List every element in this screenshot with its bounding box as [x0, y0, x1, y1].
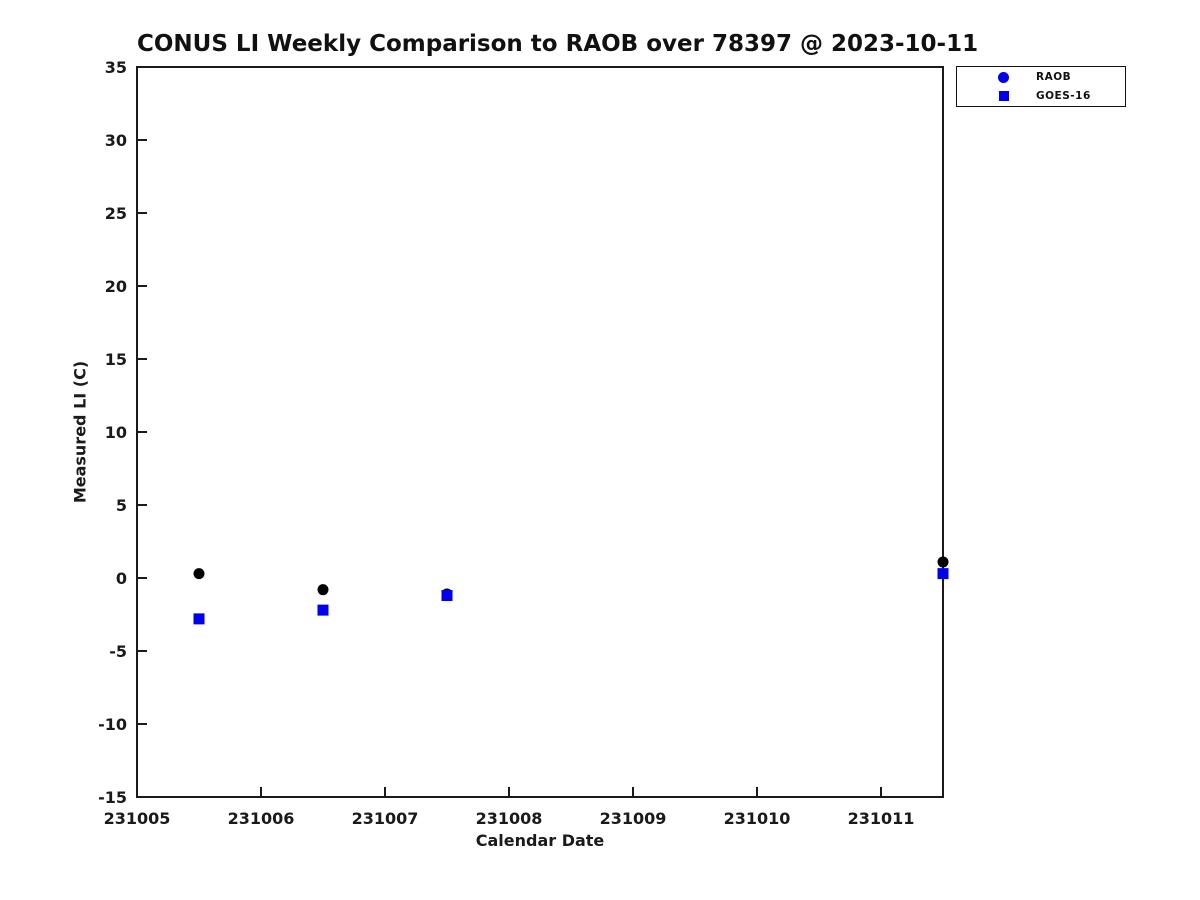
- x-tick-label: 231009: [600, 809, 667, 828]
- y-tick-label: 35: [105, 58, 127, 77]
- data-point-goes16: [937, 568, 949, 580]
- data-point-goes16: [317, 604, 329, 616]
- y-tick-label: 30: [105, 131, 127, 150]
- y-tick-label: 20: [105, 277, 127, 296]
- y-tick-label: 15: [105, 350, 127, 369]
- data-point-goes16: [441, 590, 453, 602]
- x-axis-label: Calendar Date: [475, 831, 605, 850]
- legend-item-raob: RAOB: [957, 69, 1125, 86]
- axes-box: [136, 66, 944, 798]
- data-point-raob: [317, 584, 329, 596]
- y-tick-label: 10: [105, 423, 127, 442]
- x-tick-label: 231007: [352, 809, 419, 828]
- y-tick-label: 5: [116, 496, 127, 515]
- y-tick-label: 25: [105, 204, 127, 223]
- data-point-goes16: [193, 613, 205, 625]
- y-tick-label: -5: [109, 642, 127, 661]
- goes16-square-marker-icon: [998, 90, 1009, 101]
- x-tick-label: 231008: [476, 809, 543, 828]
- legend-item-goes16: GOES-16: [957, 87, 1125, 104]
- x-tick-label: 231010: [724, 809, 791, 828]
- legend-label-goes16: GOES-16: [1036, 89, 1091, 102]
- raob-circle-marker-icon: [998, 71, 1009, 83]
- data-point-raob: [937, 556, 949, 568]
- legend-label-raob: RAOB: [1036, 71, 1072, 84]
- chart-title: CONUS LI Weekly Comparison to RAOB over …: [137, 31, 979, 57]
- x-tick-label: 231006: [228, 809, 295, 828]
- data-point-raob: [193, 568, 205, 580]
- y-tick-label: -10: [98, 715, 127, 734]
- legend: RAOB GOES-16: [956, 66, 1126, 107]
- y-tick-label: 0: [116, 569, 127, 588]
- x-tick-label: 231005: [104, 809, 171, 828]
- x-tick-label: 231011: [848, 809, 915, 828]
- y-tick-label: -15: [98, 788, 127, 807]
